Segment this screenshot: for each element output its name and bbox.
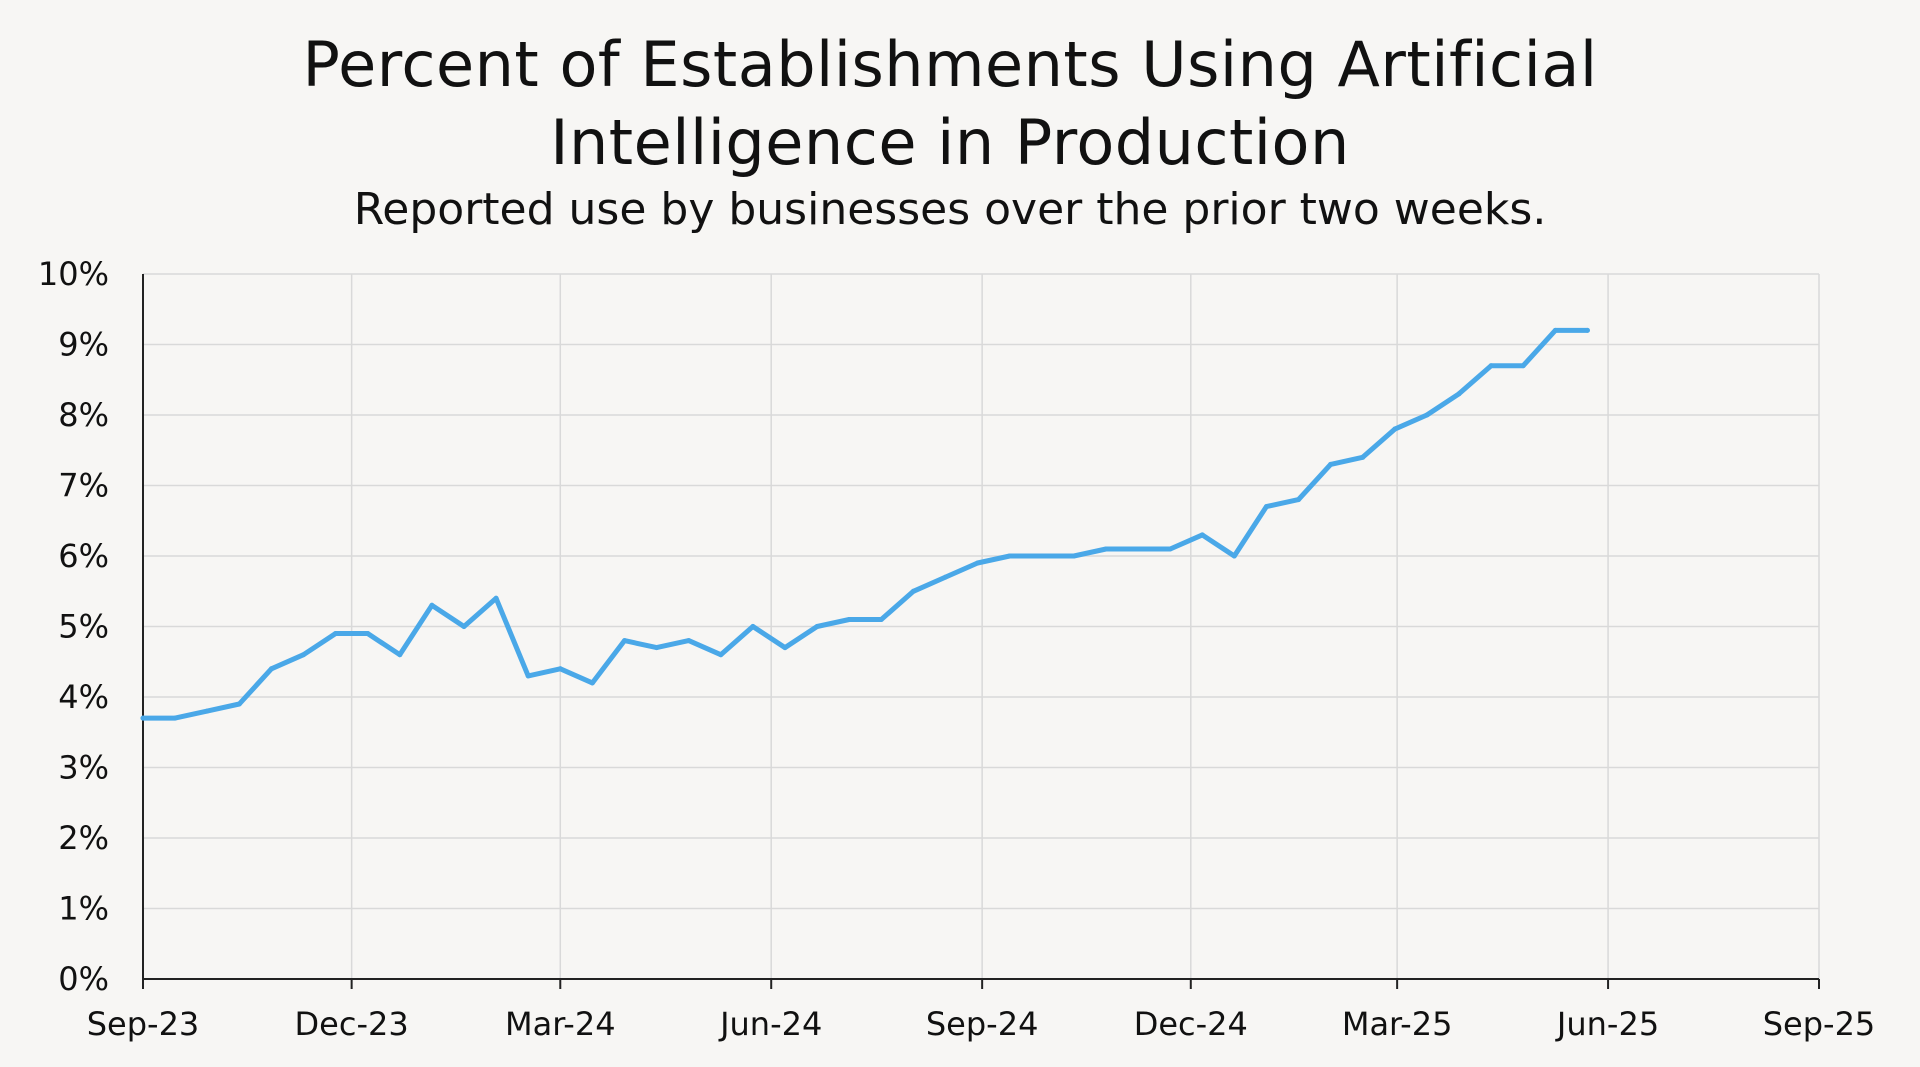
x-tick-label: Jun-24 — [718, 1005, 822, 1043]
data-point — [1360, 454, 1366, 460]
data-point — [525, 673, 531, 679]
data-point — [397, 652, 403, 658]
data-point — [204, 708, 210, 714]
data-point — [782, 645, 788, 651]
y-tick-label: 8% — [58, 396, 109, 434]
data-point — [943, 574, 948, 580]
x-tick-label: Mar-25 — [1342, 1005, 1453, 1043]
y-tick-label: 5% — [58, 608, 109, 646]
data-point — [1199, 532, 1205, 538]
y-tick-label: 7% — [58, 467, 109, 505]
data-point — [140, 715, 146, 721]
data-point — [910, 588, 916, 594]
series-line — [140, 327, 1590, 721]
data-point — [686, 638, 692, 644]
data-point — [1135, 546, 1141, 552]
chart-title-line-2: Intelligence in Production — [550, 106, 1350, 179]
y-tick-label: 10% — [38, 255, 109, 293]
data-point — [654, 645, 660, 651]
grid-lines — [143, 273, 1820, 979]
data-point — [172, 715, 178, 721]
data-point — [1007, 553, 1013, 559]
y-tick-label: 1% — [58, 890, 109, 928]
chart-title-line-1: Percent of Establishments Using Artifici… — [302, 28, 1598, 101]
data-point — [1071, 553, 1077, 559]
data-point — [1424, 412, 1430, 418]
data-point — [750, 624, 756, 629]
y-tick-label: 0% — [58, 960, 109, 998]
data-point — [1520, 363, 1526, 369]
chart-subtitle: Reported use by businesses over the prio… — [353, 184, 1547, 235]
data-point — [493, 595, 499, 601]
data-point — [301, 652, 306, 658]
data-point — [557, 666, 563, 672]
data-point — [1103, 546, 1109, 552]
data-point — [1392, 426, 1398, 432]
tick-labels: 0% 1% 2% 3% 4% 5% 6% 7% 8% 9% 10% Sep-23 Dec-23 Mar-2… — [38, 255, 1875, 1043]
y-tick-label: 9% — [58, 326, 109, 364]
data-point — [878, 617, 884, 622]
data-series — [140, 327, 1590, 721]
data-point — [1263, 504, 1269, 510]
chart-title: Percent of Establishments Using Artifici… — [0, 26, 1900, 182]
axes — [142, 274, 1820, 989]
data-point — [846, 617, 852, 622]
y-tick-label: 2% — [58, 819, 109, 857]
y-tick-label: 3% — [58, 749, 109, 787]
data-point — [1167, 546, 1173, 552]
x-tick-label: Sep-24 — [926, 1005, 1039, 1043]
data-point — [1328, 461, 1334, 467]
x-tick-label: Jun-25 — [1555, 1005, 1659, 1043]
data-point — [365, 631, 371, 636]
data-point — [1584, 327, 1590, 333]
x-tick-label: Dec-23 — [295, 1005, 409, 1043]
data-point — [718, 652, 724, 658]
x-tick-label: Mar-24 — [505, 1005, 616, 1043]
data-point — [1039, 553, 1045, 559]
data-point — [1456, 391, 1462, 397]
x-tick-label: Sep-25 — [1763, 1005, 1876, 1043]
x-tick-label: Dec-24 — [1134, 1005, 1248, 1043]
y-tick-label: 4% — [58, 678, 109, 716]
data-point — [1488, 363, 1494, 369]
data-point — [1296, 497, 1301, 503]
data-point — [268, 666, 274, 672]
y-tick-label: 6% — [58, 537, 109, 575]
data-point — [1231, 553, 1237, 559]
data-point — [1552, 327, 1558, 333]
data-point — [814, 624, 820, 629]
data-point — [589, 680, 595, 686]
data-point — [236, 701, 242, 707]
data-point — [975, 560, 981, 566]
x-tick-label: Sep-23 — [87, 1005, 200, 1043]
data-point — [461, 624, 467, 629]
data-point — [622, 638, 627, 644]
data-point — [429, 602, 435, 608]
data-point — [333, 631, 339, 636]
